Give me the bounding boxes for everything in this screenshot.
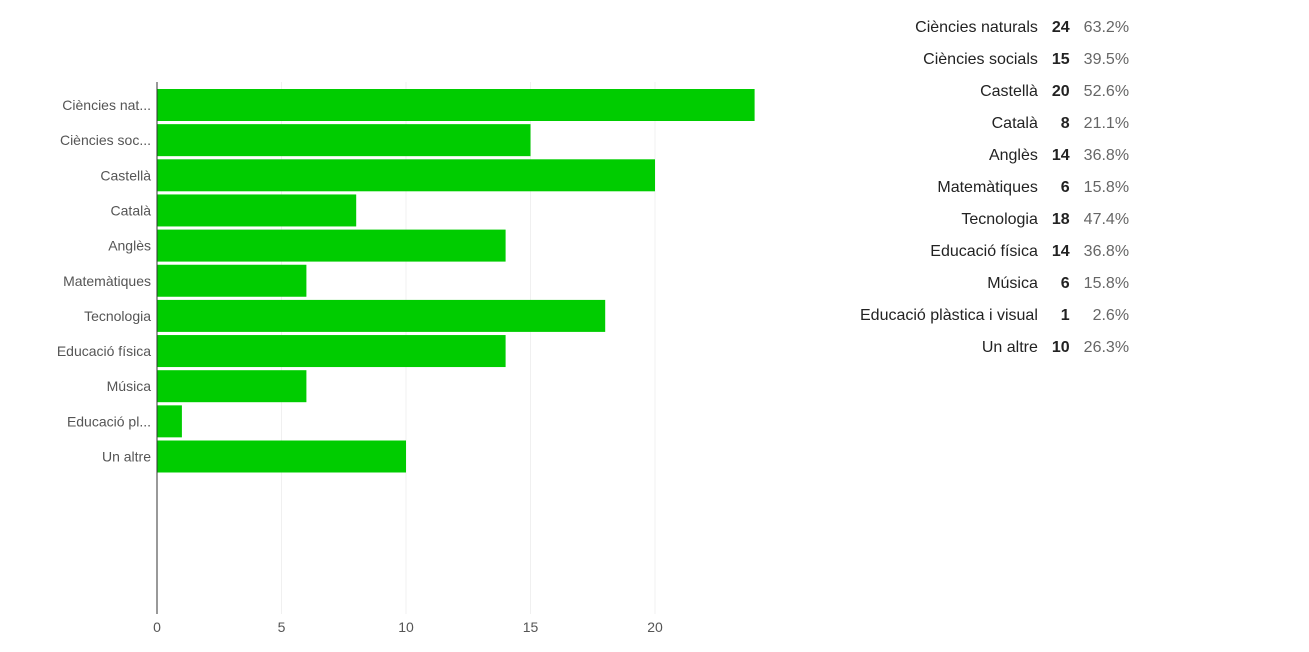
category-label: Música: [107, 378, 152, 394]
summary-count: 10: [1051, 339, 1070, 356]
summary-percent: 2.6%: [1092, 307, 1130, 324]
category-label: Català: [111, 202, 152, 218]
summary-name: Català: [991, 115, 1038, 132]
category-label: Educació pl...: [67, 413, 151, 429]
summary-count: 6: [1060, 179, 1070, 196]
bar: [157, 229, 506, 262]
summary-row: Ciències socials 15 39.5%: [860, 44, 1129, 76]
summary-count: 15: [1051, 51, 1070, 68]
category-label: Anglès: [108, 238, 151, 254]
bars: [157, 89, 755, 473]
bar: [157, 194, 357, 227]
summary-row: Ciències naturals 24 63.2%: [860, 12, 1129, 44]
summary-percent: 63.2%: [1083, 19, 1130, 36]
summary-count: 20: [1051, 83, 1070, 100]
summary-row: Anglès 14 36.8%: [860, 140, 1129, 172]
x-tick-label: 20: [647, 619, 663, 635]
summary-name: Matemàtiques: [937, 179, 1038, 196]
summary-count: 24: [1051, 19, 1070, 36]
category-label: Ciències soc...: [60, 132, 151, 148]
bar: [157, 124, 531, 157]
bar: [157, 299, 606, 332]
summary-name: Ciències naturals: [915, 19, 1038, 36]
category-label: Un altre: [102, 449, 151, 465]
summary-name: Música: [987, 275, 1038, 292]
summary-row: Tecnologia 18 47.4%: [860, 204, 1129, 236]
x-tick-label: 15: [523, 619, 539, 635]
summary-name: Tecnologia: [961, 211, 1038, 228]
summary-name: Educació plàstica i visual: [860, 307, 1038, 324]
x-tick-labels: 0 5 10 15 20: [153, 619, 663, 635]
summary-percent: 39.5%: [1083, 51, 1130, 68]
summary-name: Un altre: [981, 339, 1038, 356]
bar: [157, 159, 655, 192]
bar-chart: Ciències nat... Ciències soc... Castellà Ca…: [57, 82, 755, 635]
summary-percent: 36.8%: [1083, 147, 1130, 164]
summary-name: Educació física: [930, 243, 1038, 260]
summary-row: Matemàtiques 6 15.8%: [860, 172, 1129, 204]
summary-percent: 47.4%: [1083, 211, 1130, 228]
summary-count: 1: [1060, 307, 1070, 324]
bar: [157, 440, 406, 473]
x-tick-label: 10: [398, 619, 414, 635]
summary-row: Educació física 14 36.8%: [860, 236, 1129, 268]
bar: [157, 335, 506, 368]
summary-count: 18: [1051, 211, 1070, 228]
bar: [157, 370, 307, 403]
summary-percent: 21.1%: [1083, 115, 1130, 132]
summary-count: 6: [1060, 275, 1070, 292]
bar: [157, 89, 755, 121]
category-label: Educació física: [57, 343, 151, 359]
summary-percent: 52.6%: [1083, 83, 1130, 100]
summary-percent: 36.8%: [1083, 243, 1130, 260]
summary-name: Castellà: [980, 83, 1038, 100]
summary-table: Ciències naturals 24 63.2% Ciències socials…: [860, 12, 1129, 364]
category-label: Tecnologia: [84, 308, 151, 324]
summary-percent: 15.8%: [1083, 275, 1130, 292]
x-tick-label: 5: [278, 619, 286, 635]
summary-count: 14: [1051, 147, 1070, 164]
category-label: Matemàtiques: [63, 273, 151, 289]
x-tick-label: 0: [153, 619, 161, 635]
category-label: Ciències nat...: [62, 97, 151, 113]
summary-row: Educació plàstica i visual 1 2.6%: [860, 300, 1129, 332]
summary-percent: 15.8%: [1083, 179, 1130, 196]
summary-row: Un altre 10 26.3%: [860, 332, 1129, 364]
summary-count: 8: [1060, 115, 1070, 132]
category-label: Castellà: [100, 167, 151, 183]
summary-percent: 26.3%: [1083, 339, 1130, 356]
summary-row: Català 8 21.1%: [860, 108, 1129, 140]
summary-count: 14: [1051, 243, 1070, 260]
bar: [157, 264, 307, 297]
summary-name: Ciències socials: [923, 51, 1038, 68]
summary-name: Anglès: [988, 147, 1038, 164]
bar: [157, 405, 182, 438]
summary-row: Música 6 15.8%: [860, 268, 1129, 300]
summary-row: Castellà 20 52.6%: [860, 76, 1129, 108]
category-labels: Ciències nat... Ciències soc... Castellà Ca…: [57, 97, 151, 465]
